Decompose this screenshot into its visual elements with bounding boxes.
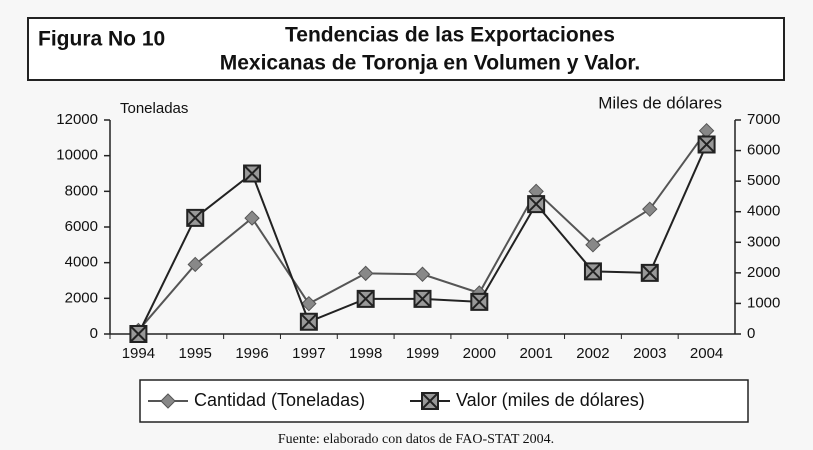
y2-tick-label: 6000 — [747, 142, 780, 159]
marker-shape — [697, 135, 716, 154]
data-point — [414, 266, 431, 282]
marker-shape — [421, 392, 439, 410]
x-tick-label: 1998 — [349, 345, 382, 362]
y-tick-label: 4000 — [65, 254, 98, 271]
y2-axis-label: Miles de dólares — [598, 93, 722, 112]
marker-shape — [129, 325, 148, 343]
marker-shape — [186, 208, 205, 227]
y2-tick-label: 0 — [747, 325, 755, 342]
marker-shape — [356, 289, 375, 308]
data-point — [129, 325, 148, 343]
marker-shape — [243, 164, 262, 183]
y2-tick-label: 3000 — [747, 233, 780, 250]
x-tick-label: 2002 — [576, 345, 609, 362]
data-point — [585, 237, 601, 253]
legend-label: Cantidad (Toneladas) — [194, 390, 365, 410]
y-tick-label: 6000 — [65, 218, 98, 235]
data-point — [244, 210, 260, 226]
marker-shape — [299, 312, 318, 331]
y2-tick-label: 5000 — [747, 172, 780, 189]
y-axis-label: Toneladas — [120, 100, 188, 117]
data-point — [470, 292, 489, 311]
chart-title: Tendencias de las Exportaciones — [285, 24, 615, 47]
data-point — [640, 263, 659, 282]
marker-shape — [640, 263, 659, 282]
data-point — [186, 208, 205, 227]
y2-tick-label: 4000 — [747, 203, 780, 220]
y-tick-label: 8000 — [65, 182, 98, 199]
data-point — [642, 201, 658, 217]
y-tick-label: 0 — [90, 325, 98, 342]
data-point — [243, 164, 262, 183]
data-point — [697, 135, 716, 154]
marker-shape — [583, 262, 602, 281]
x-tick-label: 1996 — [235, 345, 268, 362]
data-point — [299, 312, 318, 331]
y2-tick-label: 2000 — [747, 264, 780, 281]
data-point — [357, 265, 374, 282]
data-point — [301, 295, 317, 312]
marker-shape — [527, 195, 546, 214]
chart-title: Mexicanas de Toronja en Volumen y Valor. — [220, 52, 641, 75]
y-tick-label: 10000 — [56, 147, 98, 164]
title-box — [27, 17, 785, 81]
data-point — [583, 262, 602, 281]
data-point — [356, 289, 375, 308]
y-tick-label: 12000 — [56, 111, 98, 128]
marker-shape — [470, 292, 489, 311]
source-note: Fuente: elaborado con datos de FAO-STAT … — [278, 432, 554, 447]
figure-label: Figura No 10 — [38, 28, 165, 51]
x-tick-label: 1999 — [406, 345, 439, 362]
data-point — [413, 289, 432, 308]
legend-marker — [160, 393, 176, 409]
x-tick-label: 2003 — [633, 345, 666, 362]
x-tick-label: 1995 — [179, 345, 212, 362]
y2-tick-label: 1000 — [747, 294, 780, 311]
data-point — [187, 256, 203, 273]
x-tick-label: 2004 — [690, 345, 723, 362]
y2-tick-label: 7000 — [747, 111, 780, 128]
x-tick-label: 1994 — [122, 345, 155, 362]
data-point — [527, 195, 546, 214]
y-tick-label: 2000 — [65, 289, 98, 306]
x-tick-label: 2001 — [519, 345, 552, 362]
legend-label: Valor (miles de dólares) — [456, 390, 645, 410]
x-tick-label: 2000 — [463, 345, 496, 362]
legend-marker — [421, 392, 439, 410]
x-tick-label: 1997 — [292, 345, 325, 362]
marker-shape — [413, 289, 432, 308]
